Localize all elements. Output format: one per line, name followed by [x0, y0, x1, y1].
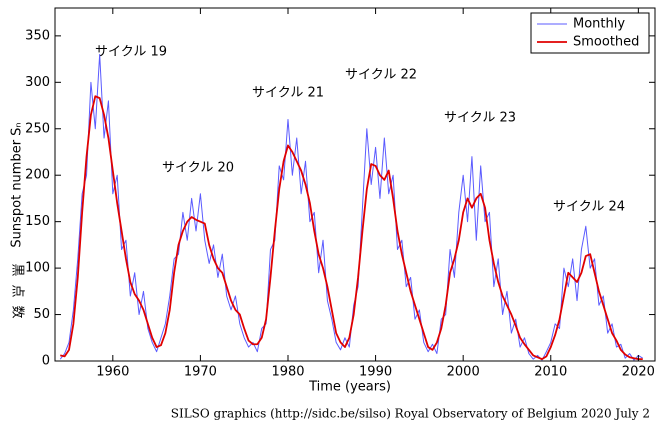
y-tick-label: 300 — [25, 75, 50, 90]
legend-label: Monthly — [573, 17, 625, 32]
y-axis-label: Sunspot number Sₙ — [10, 122, 25, 247]
y-tick-label: 350 — [25, 28, 50, 43]
x-tick-label: 1970 — [184, 365, 217, 380]
x-tick-label: 1960 — [96, 365, 129, 380]
y-tick-label: 150 — [25, 214, 50, 229]
cycle-annotation: サイクル 24 — [553, 200, 625, 215]
x-tick-label: 2010 — [534, 365, 567, 380]
cycle-annotation: サイクル 23 — [444, 111, 516, 126]
series-line — [60, 95, 643, 361]
y-tick-label: 100 — [25, 261, 50, 276]
plot-frame — [54, 7, 656, 362]
x-tick-label: 1990 — [359, 365, 392, 380]
cycle-annotation: サイクル 21 — [252, 86, 324, 101]
x-axis-label: Time (years) — [308, 380, 391, 395]
x-tick-label: 1980 — [271, 365, 304, 380]
cycle-annotation: サイクル 22 — [345, 68, 417, 83]
cycle-annotation: サイクル 20 — [162, 161, 234, 176]
y-tick-label: 0 — [42, 354, 50, 369]
cycle-annotation: サイクル 19 — [95, 45, 167, 60]
x-tick-label: 2000 — [447, 365, 480, 380]
y-tick-label: 50 — [33, 307, 50, 322]
x-tick-label: 2020 — [622, 365, 655, 380]
legend-box — [530, 12, 650, 54]
y-axis-label-ja: 黒点数 — [10, 263, 25, 326]
footer: SILSO graphics (http://sidc.be/silso) Ro… — [171, 407, 650, 421]
y-tick-label: 200 — [25, 168, 50, 183]
y-tick-label: 250 — [25, 121, 50, 136]
legend-label: Smoothed — [573, 35, 639, 50]
